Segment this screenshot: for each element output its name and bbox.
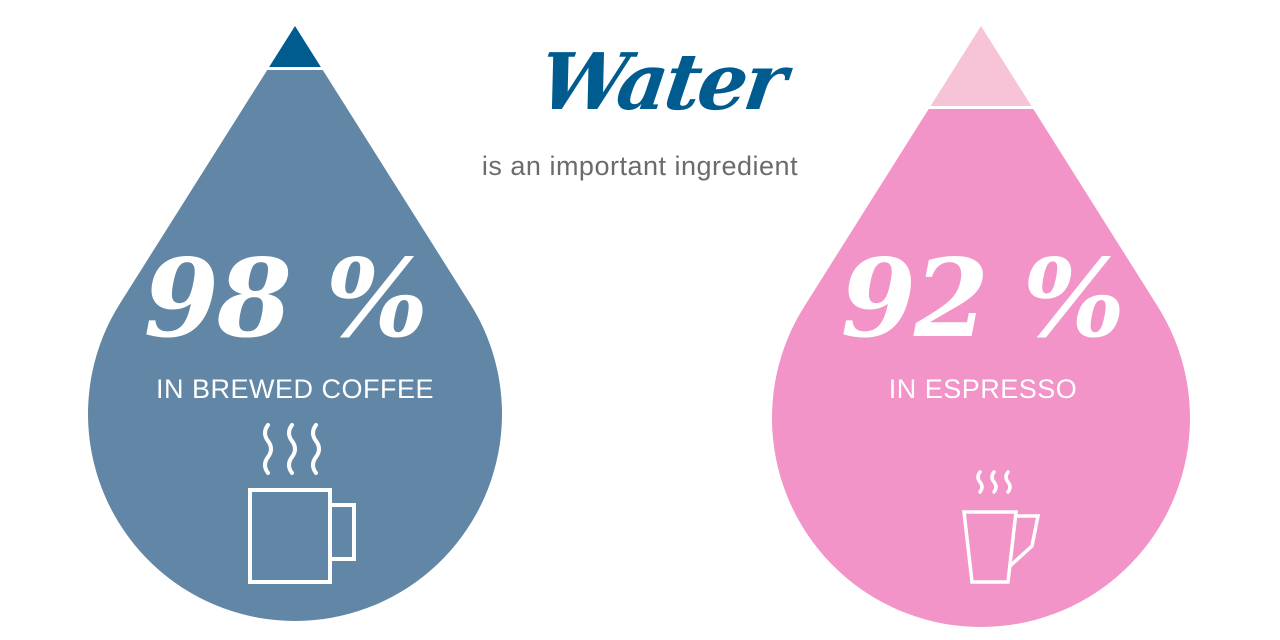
brewed-coffee-percent: 98 % — [143, 236, 429, 362]
title: Water — [533, 37, 790, 128]
subtitle: is an important ingredient — [481, 151, 799, 181]
steaming-cup-icon — [962, 470, 1041, 584]
steaming-mug-icon — [248, 423, 356, 584]
espresso-percent: 92 % — [840, 236, 1126, 362]
espresso-label: IN ESPRESSO — [888, 374, 1078, 404]
drop-fill-level — [771, 109, 1190, 627]
drop-empty-part — [771, 26, 1190, 106]
drop-empty-part — [87, 26, 502, 67]
brewed-coffee-label: IN BREWED COFFEE — [155, 374, 434, 404]
